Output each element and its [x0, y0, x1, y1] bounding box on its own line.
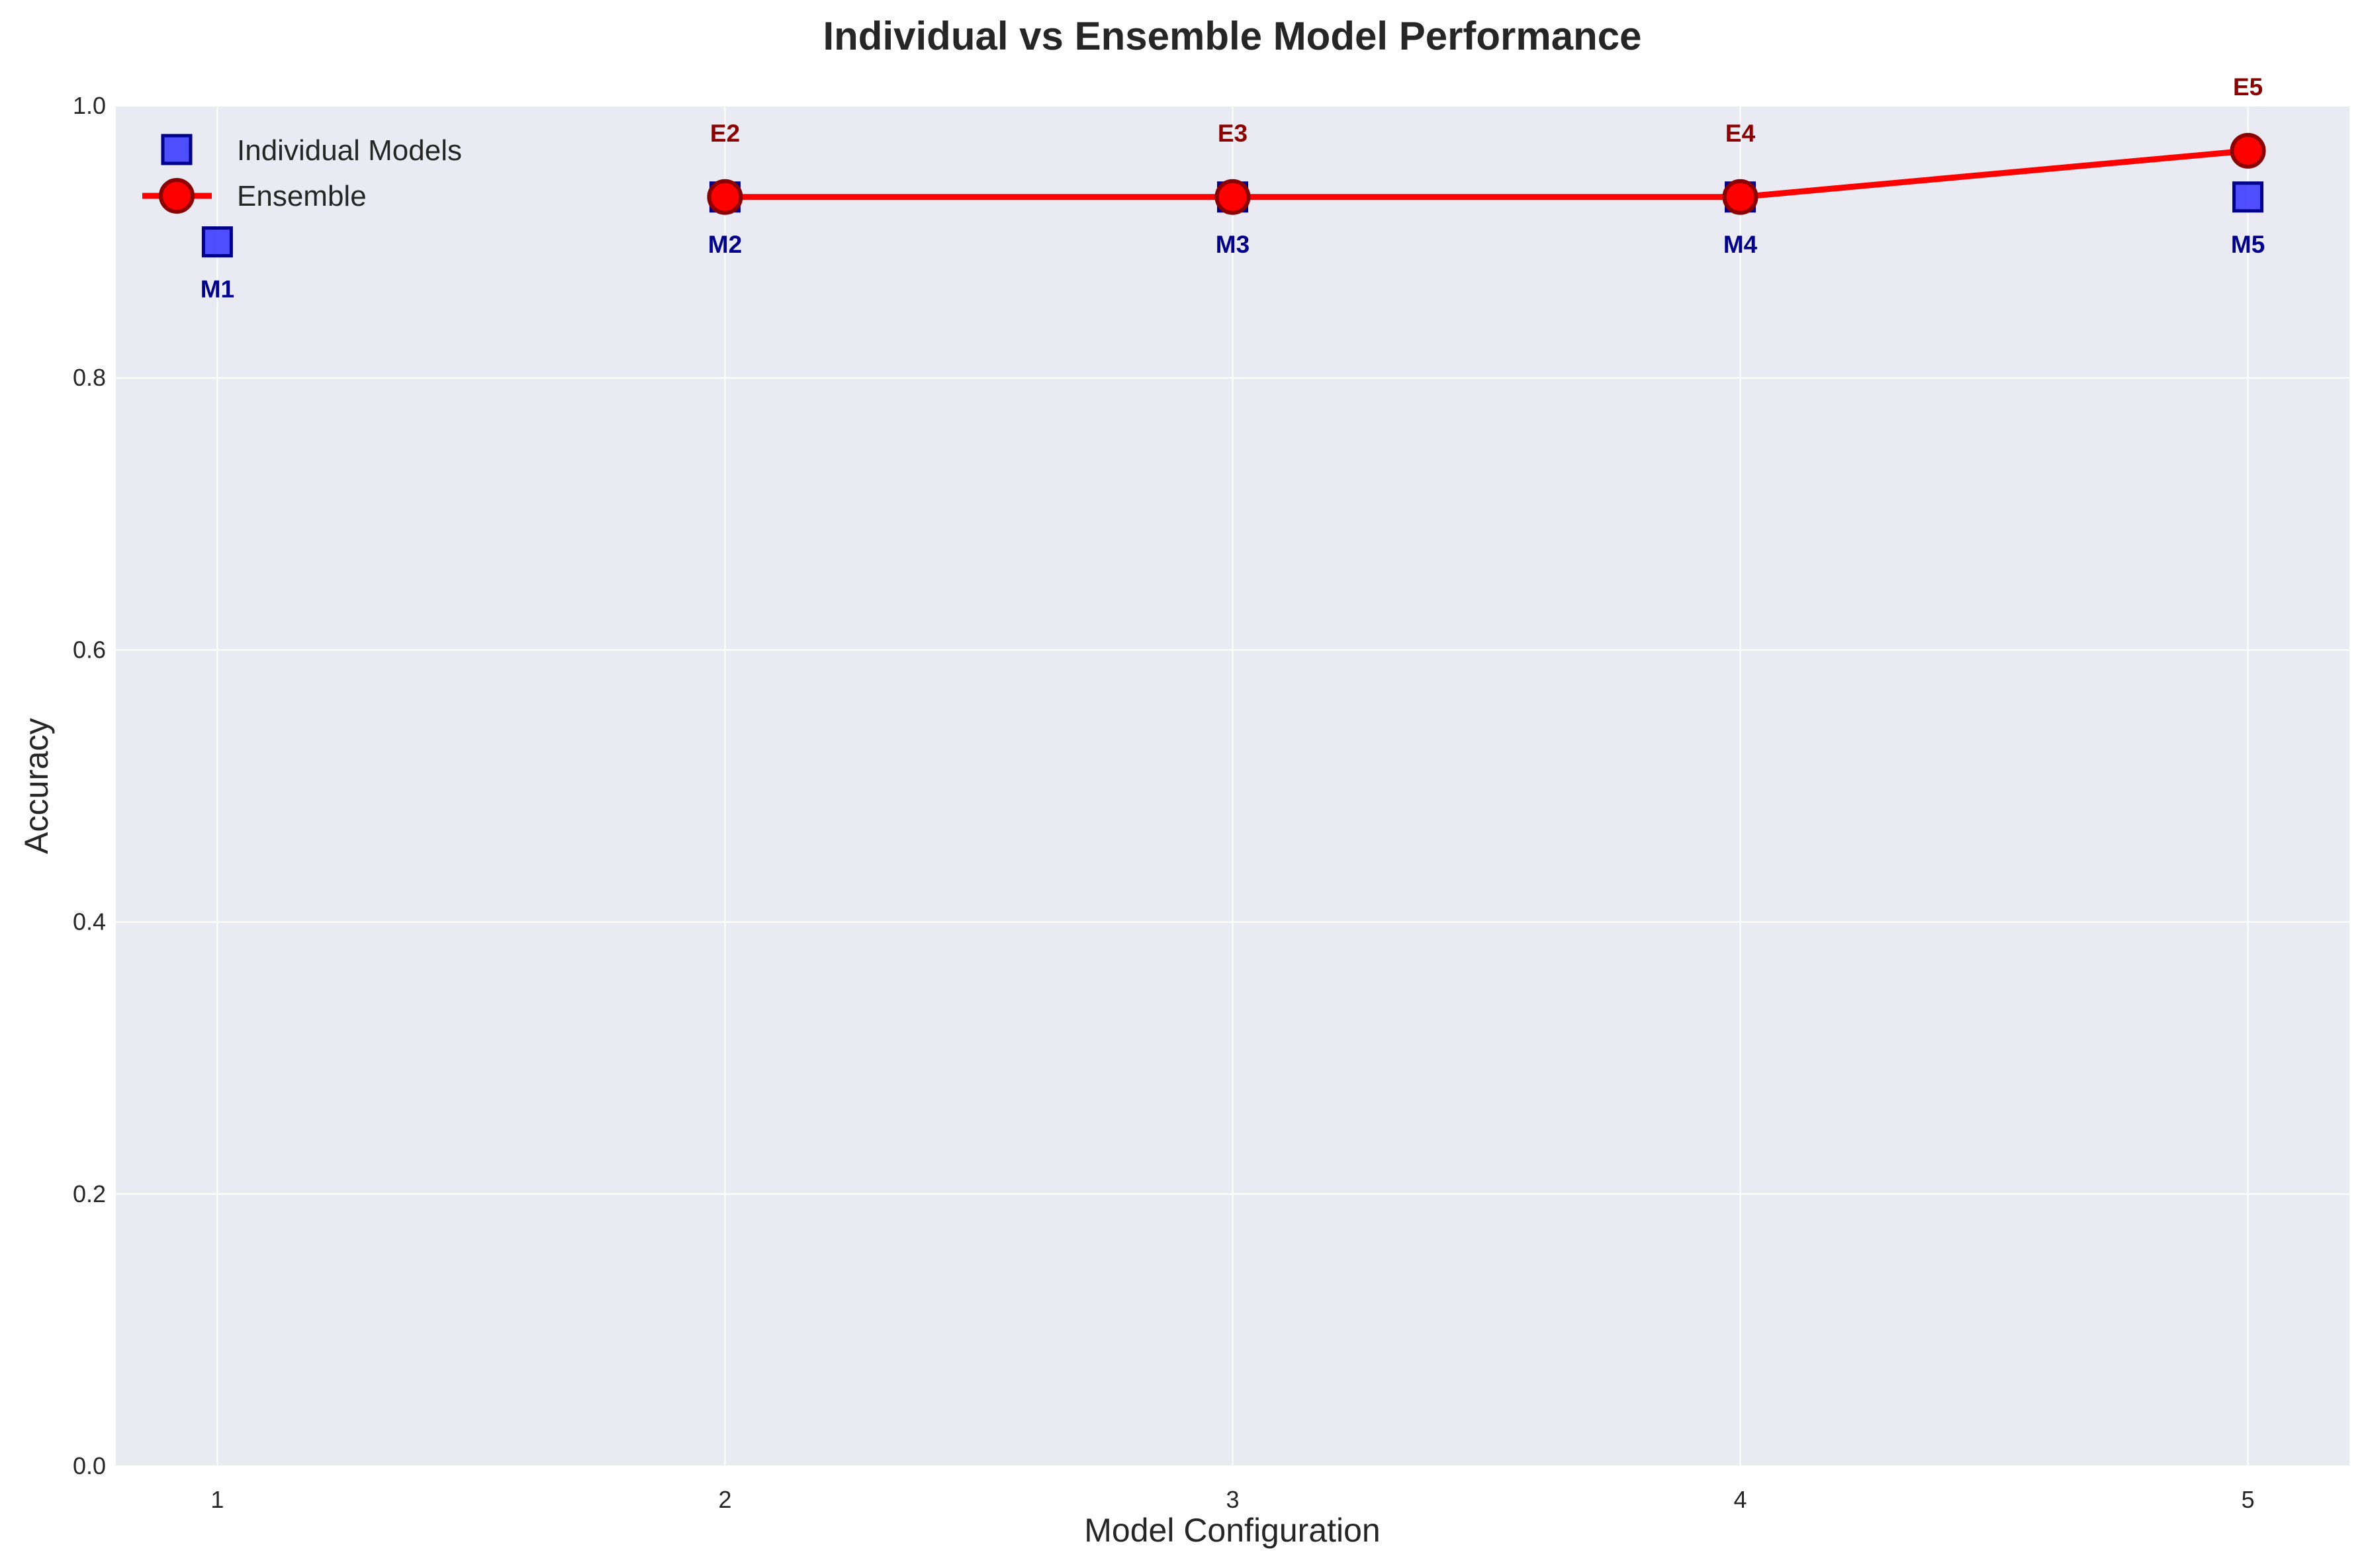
individual-point-label: M2 — [708, 231, 742, 258]
chart-title: Individual vs Ensemble Model Performance — [823, 14, 1641, 58]
legend-ensemble-marker — [159, 178, 195, 214]
y-tick-label: 0.0 — [73, 1452, 106, 1479]
ensemble-points — [707, 132, 2266, 215]
x-tick-label: 3 — [1226, 1486, 1239, 1513]
point-labels: M1 M2 M3 M4 M5 E2 E3 E4 E5 — [201, 73, 2265, 303]
ensemble-point-label: E3 — [1218, 120, 1248, 147]
ensemble-point — [2230, 132, 2266, 169]
ensemble-line — [725, 148, 2248, 200]
ensemble-point-label: E5 — [2233, 73, 2263, 101]
y-tick-label: 1.0 — [73, 92, 106, 119]
x-tick-label: 1 — [210, 1486, 224, 1513]
legend-individual-label: Individual Models — [237, 134, 462, 167]
ensemble-point — [707, 179, 743, 215]
legend: Individual Models Ensemble — [142, 134, 462, 214]
individual-point — [2232, 181, 2264, 213]
ensemble-point — [1722, 179, 1758, 215]
y-tick-label: 0.8 — [73, 364, 106, 391]
individual-point-label: M5 — [2231, 231, 2265, 258]
individual-point-label: M3 — [1216, 231, 1250, 258]
grid — [116, 105, 2349, 1467]
legend-individual-marker — [161, 134, 193, 165]
individual-point — [201, 226, 233, 258]
x-tick-label: 2 — [718, 1486, 731, 1513]
individual-point-label: M1 — [201, 276, 234, 303]
x-axis-label: Model Configuration — [1084, 1512, 1381, 1549]
ensemble-point-label: E2 — [710, 120, 740, 147]
y-tick-label: 0.4 — [73, 908, 106, 936]
y-axis-label: Accuracy — [18, 718, 55, 854]
ensemble-point-label: E4 — [1725, 120, 1756, 147]
legend-ensemble-label: Ensemble — [237, 180, 367, 212]
x-tick-label: 5 — [2242, 1486, 2255, 1513]
y-tick-label: 0.6 — [73, 636, 106, 663]
y-tick-label: 0.2 — [73, 1180, 106, 1207]
individual-point-label: M4 — [1723, 231, 1758, 258]
x-tick-label: 4 — [1734, 1486, 1747, 1513]
ensemble-series-line — [725, 148, 2248, 200]
ensemble-point — [1214, 179, 1251, 215]
tick-labels: 1 2 3 4 5 0.0 0.2 0.4 0.6 0.8 1.0 — [73, 92, 2255, 1513]
